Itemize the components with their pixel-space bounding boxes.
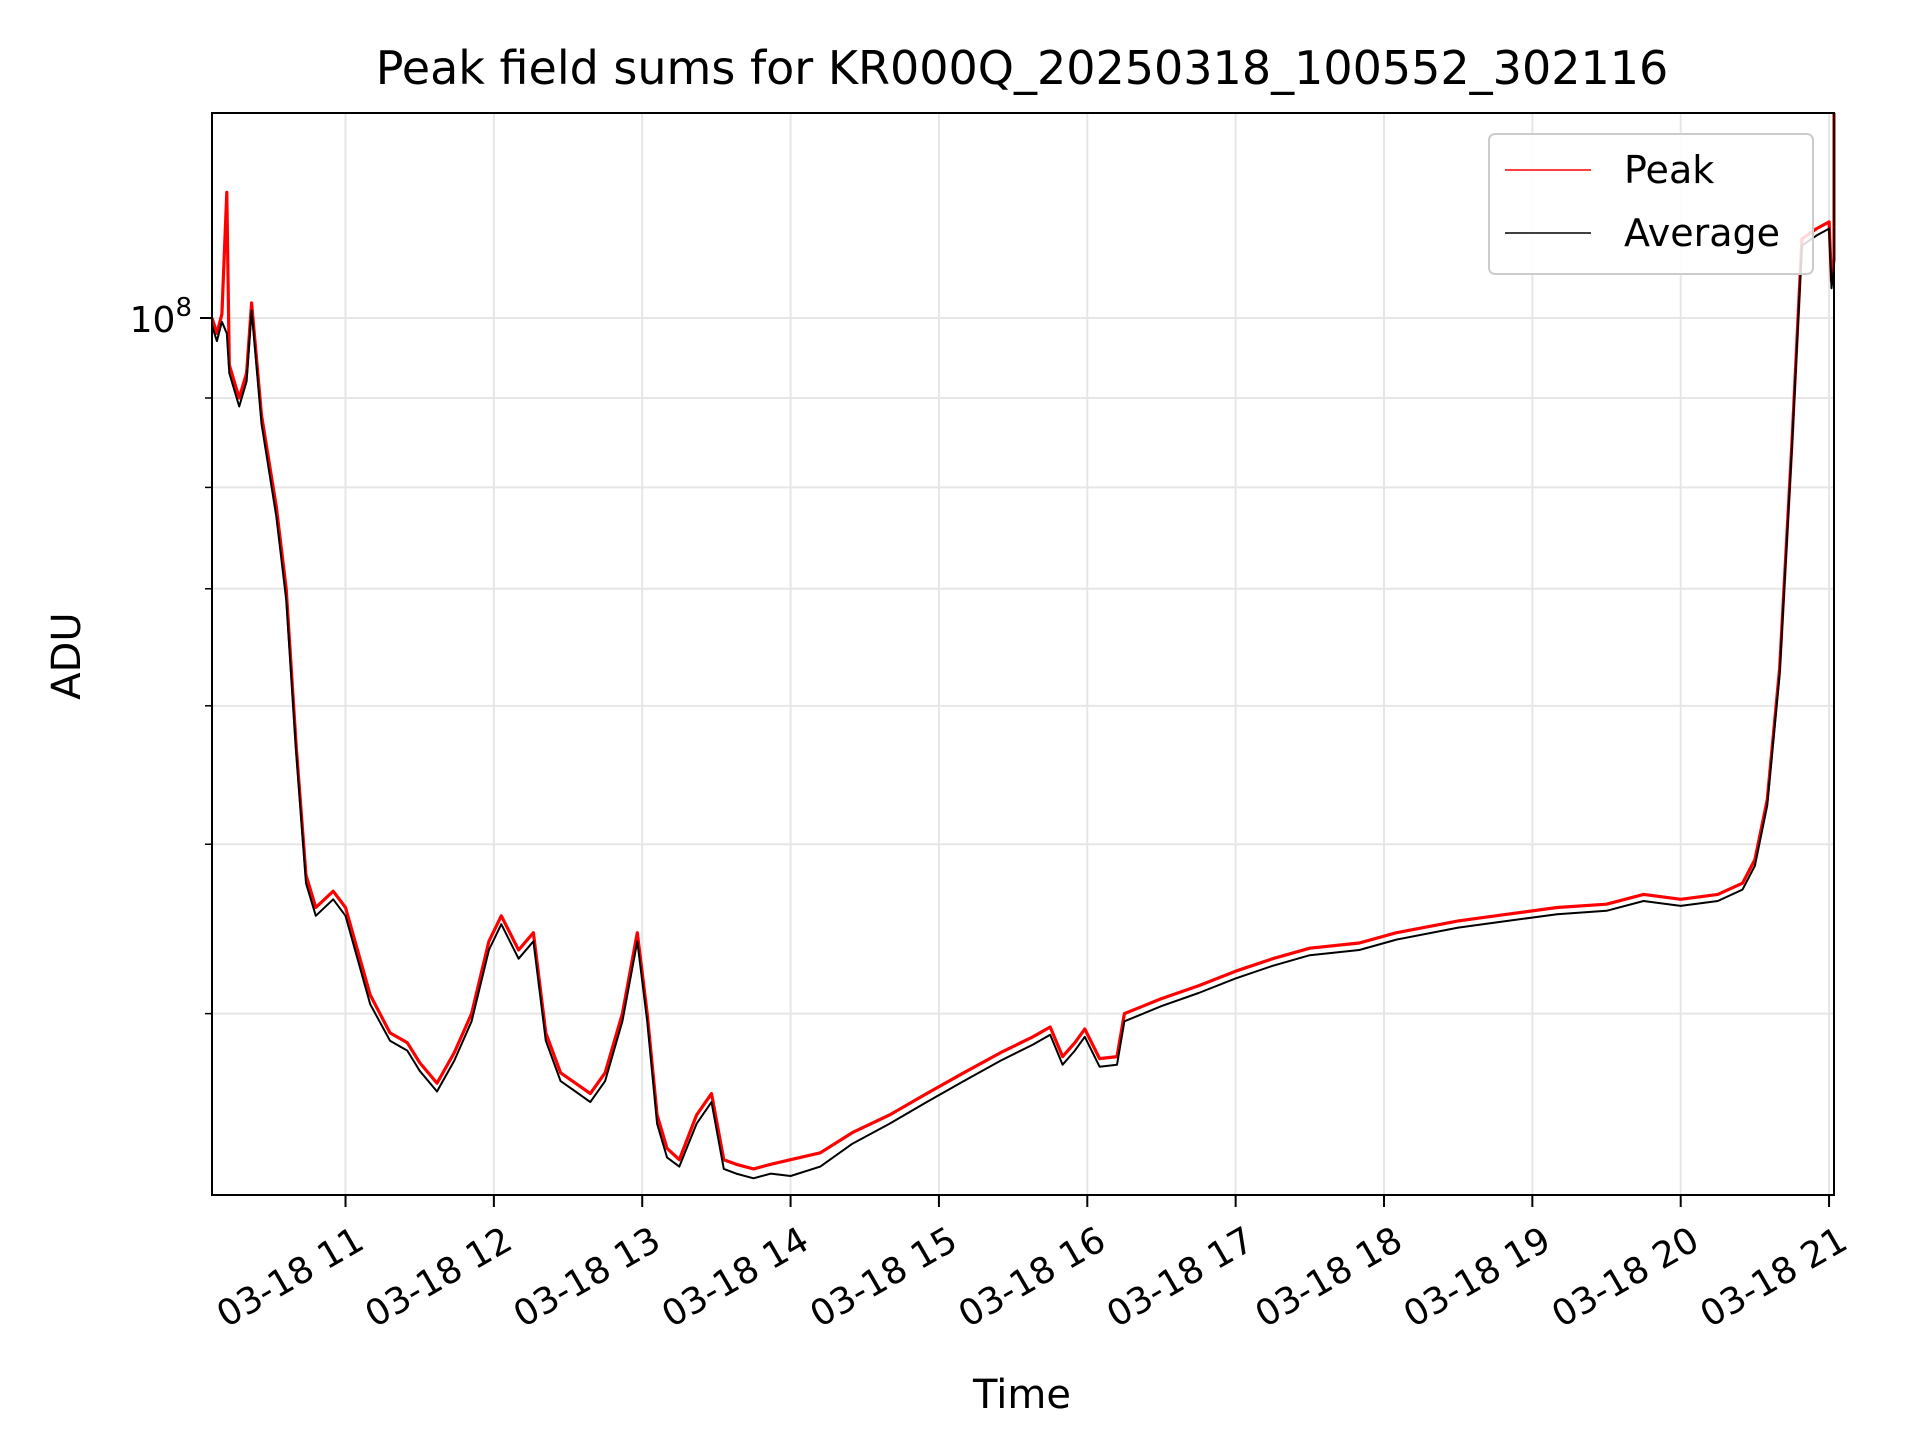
legend-peak-label: Peak [1624,148,1714,192]
chart-title: Peak field sums for KR000Q_20250318_1005… [376,41,1669,95]
grid [212,113,1834,1195]
x-axis-label: Time [972,1372,1071,1418]
y-axis: 108 [130,293,212,1015]
y-axis-label: ADU [44,612,90,699]
legend-average-label: Average [1624,211,1780,255]
plot-frame [211,112,1835,1196]
legend-box [1488,133,1814,275]
series-line-peak [210,113,1836,1171]
legend: Peak Average [1488,133,1814,275]
y-tick-label: 108 [130,293,192,341]
series-line-average [211,227,1835,1180]
series-layer [210,113,1836,1180]
